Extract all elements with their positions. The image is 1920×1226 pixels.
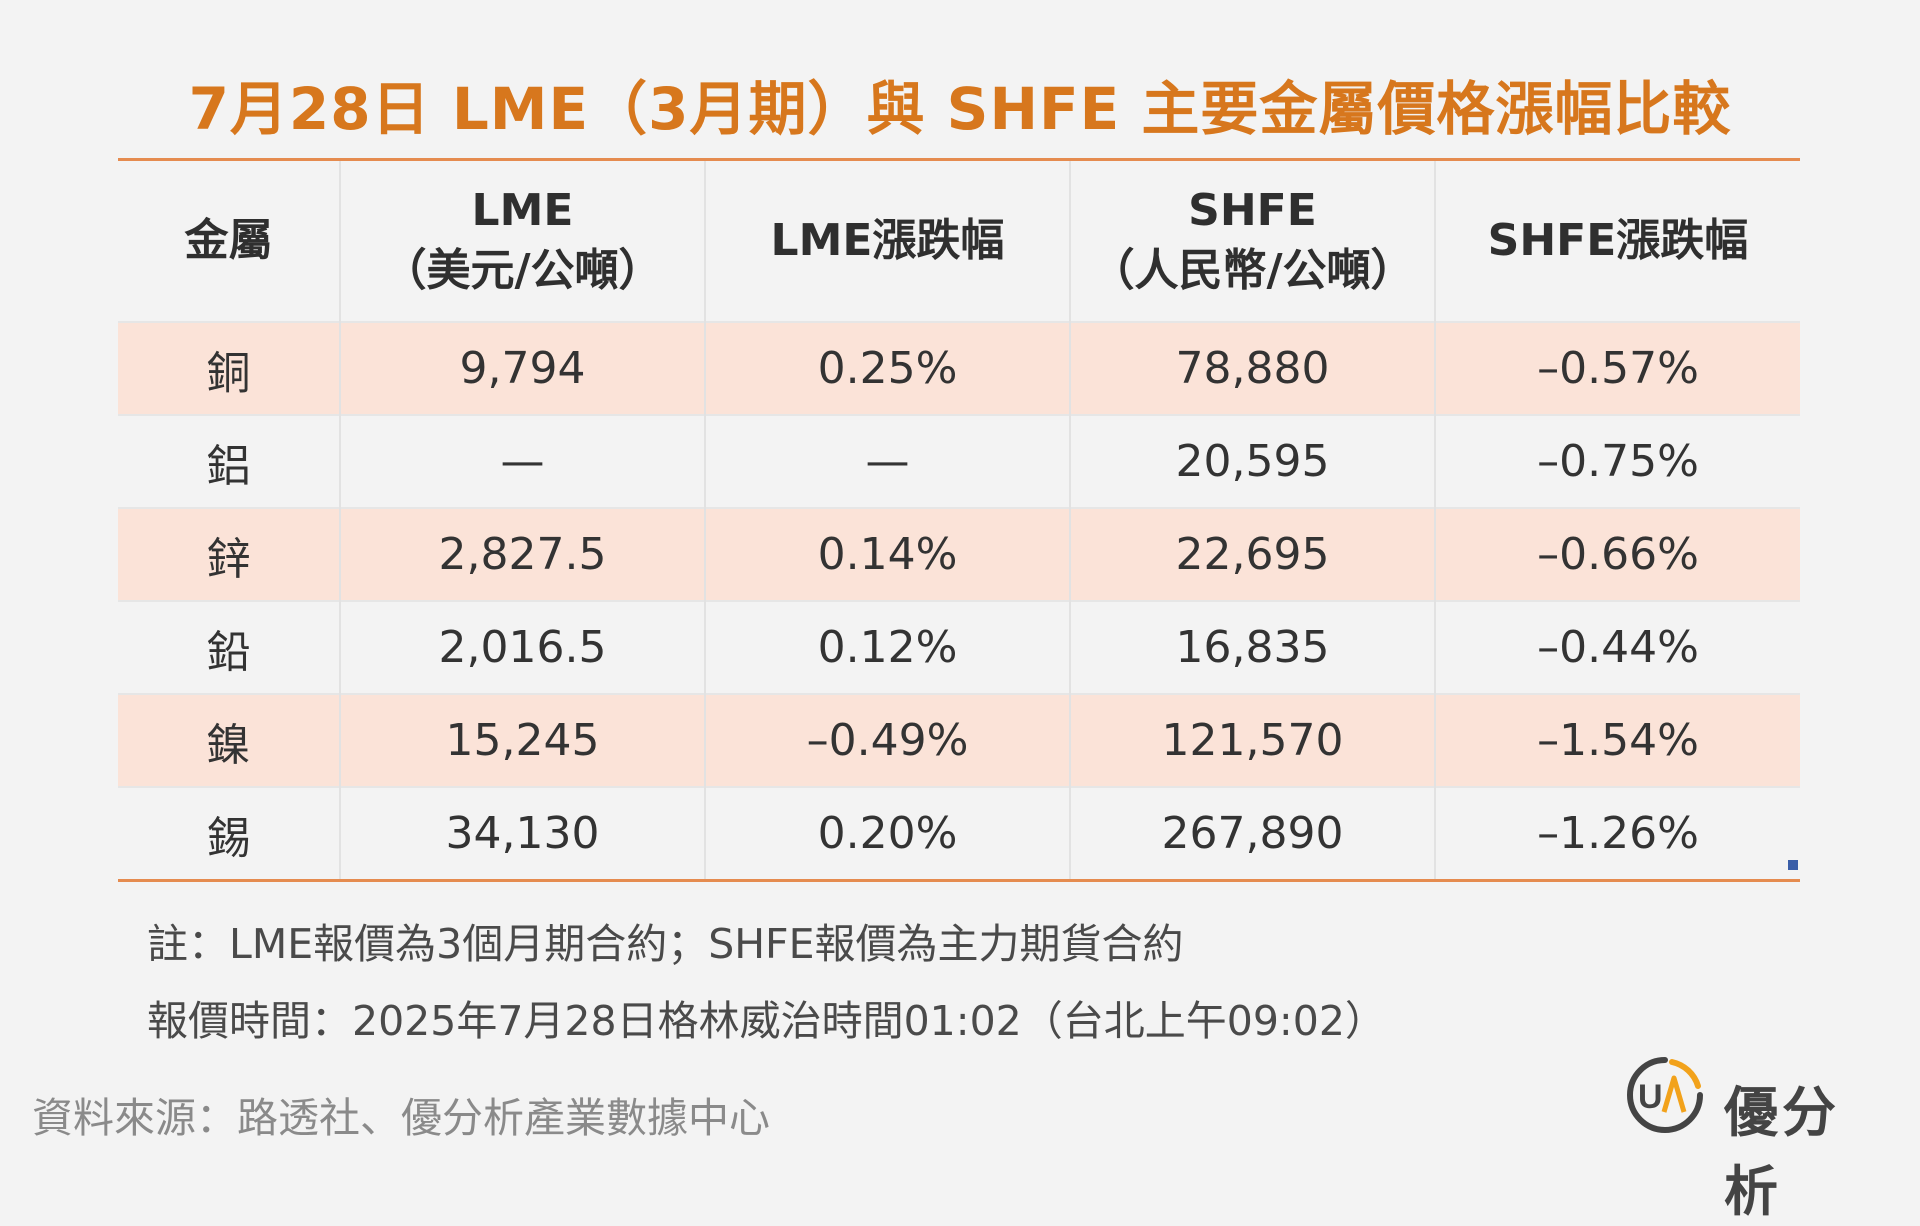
metal-cell: 鉛 xyxy=(118,600,341,694)
header-lme-price-unit: （美元/公噸） xyxy=(382,245,663,296)
shfe-change-cell: –0.44% xyxy=(1435,600,1800,694)
page-title: 7月28日 LME（3月期）與 SHFE 主要金屬價格漲幅比較 xyxy=(188,75,1732,143)
table-row: 鋁 — — 20,595 –0.75% xyxy=(118,414,1800,508)
table-row: 鋅 2,827.5 0.14% 22,695 –0.66% xyxy=(118,507,1800,601)
shfe-price-cell: 78,880 xyxy=(1070,321,1436,415)
header-lme-price-label: LME xyxy=(471,185,574,236)
lme-change-cell: 0.20% xyxy=(705,786,1071,881)
shfe-price-cell: 16,835 xyxy=(1070,600,1436,694)
header-shfe-change-label: SHFE漲跌幅 xyxy=(1487,215,1749,266)
lme-price-cell: — xyxy=(340,414,706,508)
shfe-change-cell: –0.57% xyxy=(1435,321,1800,415)
source-credit: 資料來源：路透社、優分析產業數據中心 xyxy=(32,1094,770,1142)
metal-cell: 鋁 xyxy=(118,414,341,508)
lme-change-cell: 0.12% xyxy=(705,600,1071,694)
lme-price-cell: 34,130 xyxy=(340,786,706,881)
notes-block: 註：LME報價為3個月期合約；SHFE報價為主力期貨合約 報價時間：2025年7… xyxy=(147,906,1386,1060)
table-row: 錫 34,130 0.20% 267,890 –1.26% xyxy=(118,786,1800,881)
shfe-change-cell: –0.66% xyxy=(1435,507,1800,601)
header-lme-change: LME漲跌幅 xyxy=(705,159,1071,322)
metal-cell: 鋅 xyxy=(118,507,341,601)
brand-name: 優分析 xyxy=(1724,1081,1840,1223)
header-shfe-price-unit: （人民幣/公噸） xyxy=(1090,245,1415,296)
table-row: 鉛 2,016.5 0.12% 16,835 –0.44% xyxy=(118,600,1800,694)
lme-change-cell: 0.14% xyxy=(705,507,1071,601)
table-row: 鎳 15,245 –0.49% 121,570 –1.54% xyxy=(118,693,1800,787)
metal-cell: 錫 xyxy=(118,786,341,881)
metal-cell: 鎳 xyxy=(118,693,341,787)
shfe-price-cell: 20,595 xyxy=(1070,414,1436,508)
quote-time-note: 報價時間：2025年7月28日格林威治時間01:02（台北上午09:02） xyxy=(147,997,1386,1045)
lme-change-cell: –0.49% xyxy=(705,693,1071,787)
lme-price-cell: 9,794 xyxy=(340,321,706,415)
table-header-row: 金屬 LME （美元/公噸） LME漲跌幅 SHFE （人民幣/公噸） SHFE… xyxy=(118,159,1800,323)
shfe-price-cell: 22,695 xyxy=(1070,507,1436,601)
header-shfe-price: SHFE （人民幣/公噸） xyxy=(1070,159,1436,322)
price-comparison-table: 金屬 LME （美元/公噸） LME漲跌幅 SHFE （人民幣/公噸） SHFE… xyxy=(118,158,1800,882)
shfe-change-cell: –1.54% xyxy=(1435,693,1800,787)
shfe-price-cell: 121,570 xyxy=(1070,693,1436,787)
ua-logo-icon: U xyxy=(1627,1057,1703,1133)
svg-text:U: U xyxy=(1638,1078,1663,1116)
lme-change-cell: 0.25% xyxy=(705,321,1071,415)
lme-price-cell: 2,827.5 xyxy=(340,507,706,601)
header-lme-price: LME （美元/公噸） xyxy=(340,159,706,322)
header-shfe-price-label: SHFE xyxy=(1188,185,1317,236)
contract-note: 註：LME報價為3個月期合約；SHFE報價為主力期貨合約 xyxy=(147,920,1184,968)
table-row: 銅 9,794 0.25% 78,880 –0.57% xyxy=(118,321,1800,415)
lme-change-cell: — xyxy=(705,414,1071,508)
shfe-change-cell: –0.75% xyxy=(1435,414,1800,508)
shfe-price-cell: 267,890 xyxy=(1070,786,1436,881)
shfe-change-cell: –1.26% xyxy=(1435,786,1800,881)
corner-marker xyxy=(1788,860,1798,870)
header-metal: 金屬 xyxy=(118,159,341,322)
metal-cell: 銅 xyxy=(118,321,341,415)
header-metal-label: 金屬 xyxy=(184,215,273,266)
header-shfe-change: SHFE漲跌幅 xyxy=(1435,160,1800,323)
header-lme-change-label: LME漲跌幅 xyxy=(770,215,1005,266)
lme-price-cell: 2,016.5 xyxy=(340,600,706,694)
lme-price-cell: 15,245 xyxy=(340,693,706,787)
brand-logo: U 優分析 xyxy=(1624,1054,1894,1223)
